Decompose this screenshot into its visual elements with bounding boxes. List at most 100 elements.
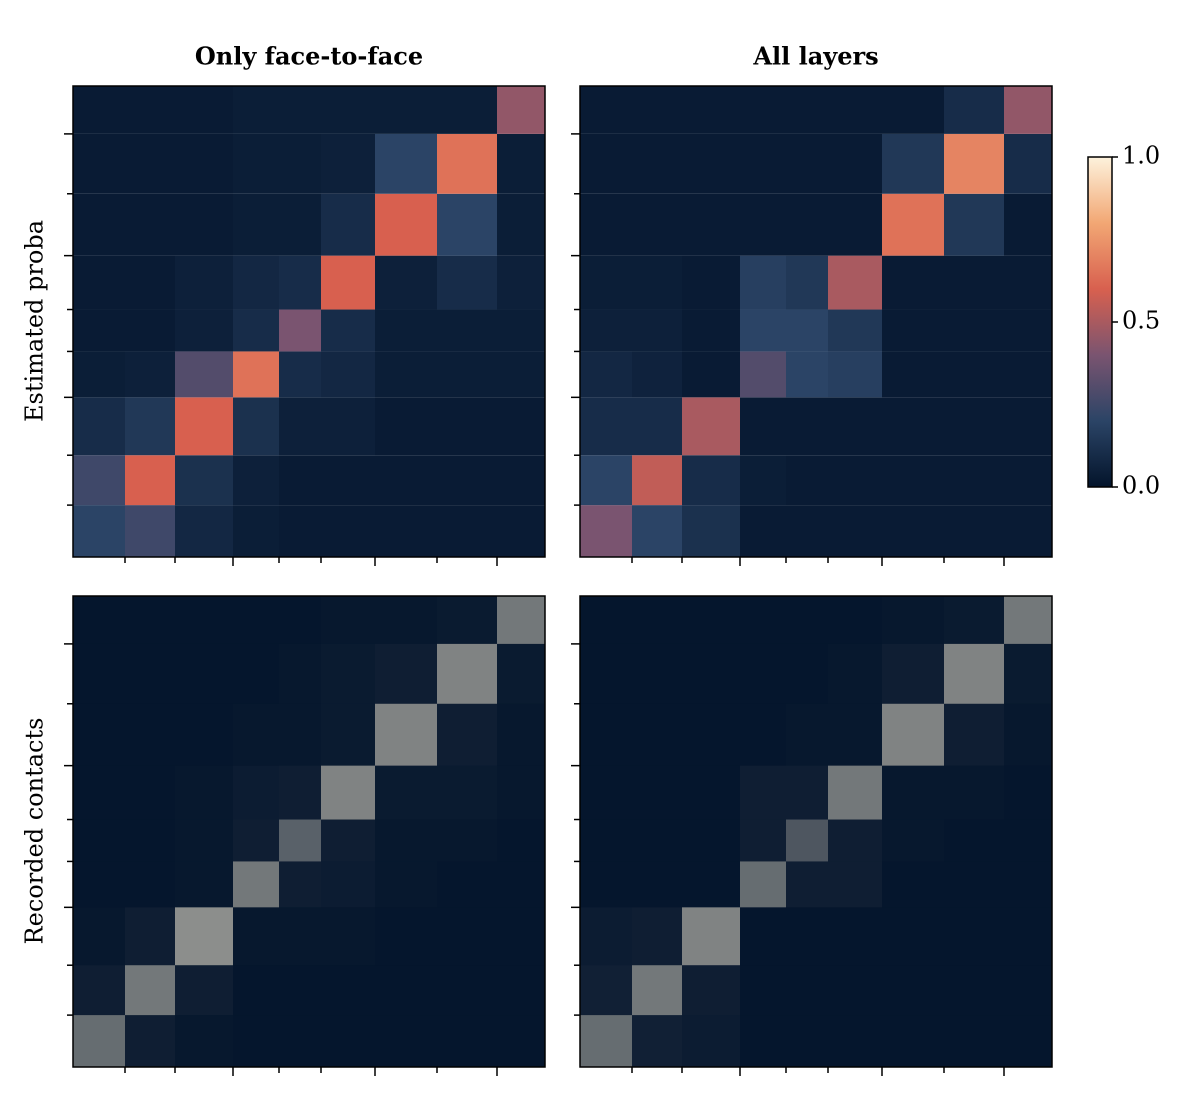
- heatmap-cell: [279, 965, 321, 1015]
- heatmap-cell: [175, 861, 233, 907]
- colorbar-tick-label: 1.0: [1122, 142, 1160, 170]
- heatmap-cell: [682, 351, 740, 398]
- colorbar-tick-label: 0.5: [1122, 307, 1160, 335]
- heatmap-cell: [1004, 193, 1052, 256]
- heatmap-cell: [375, 861, 437, 907]
- heatmap-cell: [437, 193, 497, 256]
- heatmap-cell: [632, 133, 682, 194]
- heatmap-cell: [632, 309, 682, 352]
- heatmap-cell: [233, 193, 279, 256]
- heatmap-cell: [233, 861, 279, 908]
- heatmap-cell: [786, 133, 828, 194]
- heatmap-cell: [73, 505, 125, 557]
- heatmap-cell: [375, 643, 437, 704]
- heatmap-cell: [321, 397, 375, 456]
- heatmap-cell: [321, 907, 375, 965]
- heatmap-cell: [740, 505, 786, 557]
- heatmap-cell: [882, 505, 944, 557]
- heatmap-cell: [944, 505, 1004, 557]
- heatmap-cell: [73, 596, 125, 644]
- heatmap-cell: [682, 596, 740, 644]
- heatmap-cell: [321, 255, 375, 310]
- heatmap-cell: [437, 820, 497, 862]
- heatmap-cell: [375, 455, 437, 506]
- heatmap-cell: [944, 965, 1004, 1015]
- heatmap-cell: [786, 255, 828, 310]
- heatmap-cell: [73, 965, 125, 1016]
- heatmap-cell: [125, 704, 175, 766]
- heatmap-cell: [944, 86, 1004, 134]
- heatmap-cell: [740, 819, 786, 862]
- heatmap-cell: [125, 455, 175, 506]
- heatmap-cell: [233, 255, 279, 310]
- heatmap-cell: [497, 965, 545, 1015]
- column-title: Only face-to-face: [195, 42, 423, 71]
- heatmap-cell: [279, 133, 321, 194]
- heatmap-cell: [321, 965, 375, 1015]
- heatmap-cell: [828, 86, 882, 134]
- heatmap-cell: [375, 351, 437, 398]
- heatmap-cell: [73, 86, 125, 134]
- heatmap-cell: [828, 704, 882, 766]
- heatmap-cell: [497, 1015, 545, 1067]
- heatmap-cell: [233, 596, 279, 644]
- heatmap-cell: [125, 351, 175, 398]
- heatmap-cell: [175, 1015, 233, 1067]
- heatmap-cell: [497, 505, 545, 557]
- heatmap-cell: [682, 704, 740, 766]
- heatmap-cell: [375, 397, 437, 456]
- heatmap-cell: [497, 351, 545, 398]
- heatmap-cell: [321, 133, 375, 194]
- heatmap-cell: [321, 861, 375, 908]
- heatmap-cell: [233, 965, 279, 1015]
- heatmap-cell: [175, 309, 233, 352]
- heatmap-cell: [125, 907, 175, 966]
- heatmap-cell: [73, 907, 125, 965]
- heatmap-cell: [175, 965, 233, 1016]
- heatmap-cell: [682, 86, 740, 134]
- heatmap-cell: [497, 455, 545, 506]
- heatmap-cell: [740, 644, 786, 704]
- heatmap-cell: [125, 255, 175, 310]
- heatmap-cell: [497, 309, 545, 352]
- heatmap-cell: [437, 861, 497, 907]
- heatmap-cell: [944, 455, 1004, 506]
- heatmap-cell: [682, 455, 740, 506]
- heatmap-cell: [279, 505, 321, 557]
- heatmap-cell: [1004, 965, 1052, 1015]
- heatmap-cell: [786, 596, 828, 644]
- heatmap-cell: [828, 351, 882, 398]
- heatmap-cell: [233, 455, 279, 506]
- heatmap-cell: [682, 644, 740, 704]
- heatmap-cell: [828, 255, 882, 310]
- heatmap-cell: [233, 505, 279, 557]
- heatmap-cell: [375, 309, 437, 352]
- heatmap-cell: [828, 819, 882, 862]
- heatmap-cell: [73, 1015, 125, 1067]
- heatmap-cell: [828, 193, 882, 256]
- heatmap-cell: [321, 455, 375, 506]
- heatmap-cell: [1004, 309, 1052, 352]
- heatmap-cell: [233, 397, 279, 456]
- heatmap-cell: [682, 193, 740, 256]
- heatmap-cell: [375, 703, 437, 766]
- heatmap-cell: [740, 133, 786, 194]
- heatmap-cell: [882, 703, 944, 766]
- heatmap-cell: [375, 596, 437, 644]
- heatmap-cell: [321, 644, 375, 704]
- heatmap-cell: [632, 1015, 682, 1067]
- heatmap-cell: [279, 907, 321, 965]
- heatmap-cell: [944, 1015, 1004, 1067]
- heatmap-cell: [375, 255, 437, 310]
- heatmap-cell: [497, 596, 545, 644]
- heatmap-cell: [175, 351, 233, 398]
- heatmap-cell: [175, 86, 233, 134]
- column-title: All layers: [752, 42, 878, 71]
- heatmap-cell: [175, 455, 233, 506]
- heatmap-cell: [321, 193, 375, 256]
- heatmap-cell: [497, 86, 545, 134]
- heatmap-cell: [233, 1015, 279, 1067]
- heatmap-cell: [437, 505, 497, 557]
- heatmap-cell: [786, 193, 828, 256]
- heatmap-cell: [740, 351, 786, 398]
